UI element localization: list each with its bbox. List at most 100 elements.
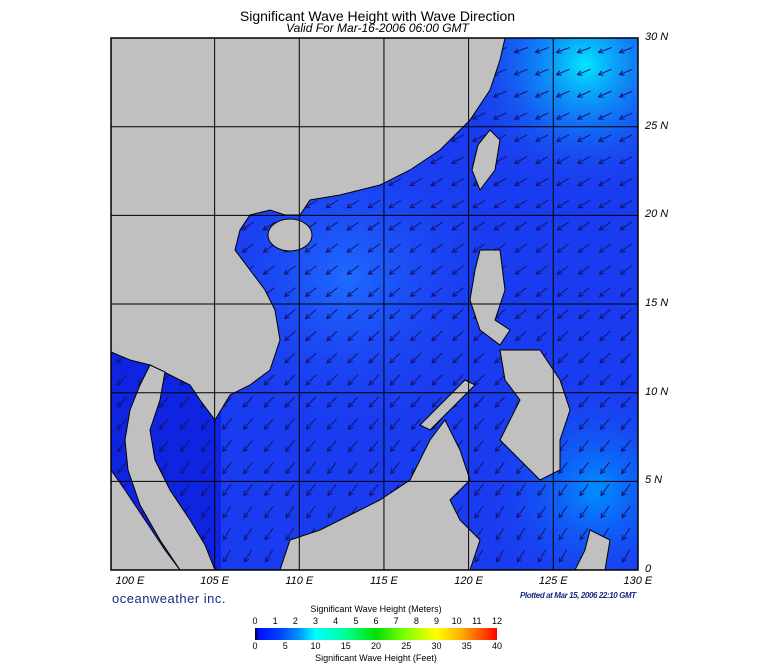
wave-arrow [409, 287, 422, 298]
wave-arrow [306, 462, 316, 475]
wave-arrow [263, 440, 274, 453]
wave-arrow [325, 243, 338, 253]
wave-arrow [327, 505, 337, 519]
wave-arrow [618, 156, 633, 164]
wave-arrow [577, 309, 590, 320]
wave-arrow [535, 243, 548, 253]
wave-arrow [472, 199, 486, 209]
wave-arrow [513, 134, 528, 142]
wave-arrow [368, 352, 380, 364]
wave-arrow [599, 330, 611, 342]
wave-arrow [618, 134, 633, 142]
wave-arrow [201, 505, 211, 519]
wave-arrow [367, 287, 380, 298]
meters-tick: 5 [353, 616, 359, 626]
wave-arrow [409, 199, 423, 209]
wave-arrow [325, 309, 338, 320]
wave-arrow [534, 156, 549, 164]
luzon [469, 249, 511, 346]
wave-arrow [409, 221, 423, 231]
wave-arrow [368, 330, 380, 342]
wave-arrow [535, 177, 549, 187]
wave-arrow [116, 396, 128, 408]
wave-arrow [325, 265, 338, 275]
borneo [279, 419, 481, 570]
wave-arrow [325, 199, 339, 209]
wave-arrow [430, 243, 443, 253]
wave-arrow [600, 505, 610, 519]
mindanao-visayas [499, 349, 571, 481]
wave-arrow [495, 462, 505, 475]
wave-arrow [410, 396, 422, 408]
wave-arrow [284, 352, 296, 364]
wave-arrow [117, 462, 127, 475]
wave-arrow [556, 265, 569, 275]
wave-arrow [474, 484, 484, 497]
wave-arrow [600, 462, 610, 475]
wave-arrow [451, 221, 465, 231]
wave-arrow [599, 440, 610, 453]
wave-arrow [618, 68, 633, 76]
wave-arrow [578, 418, 589, 431]
wave-arrow [451, 243, 464, 253]
lon-label: 105 E [200, 575, 230, 587]
lon-label: 130 E [623, 575, 653, 587]
wave-arrow [620, 396, 632, 408]
wave-arrow [535, 221, 549, 231]
meters-tick: 11 [472, 616, 482, 626]
wave-arrow [493, 221, 507, 231]
wave-arrow [556, 243, 569, 253]
wave-arrow [326, 352, 338, 364]
wave-arrow [493, 177, 507, 187]
wave-arrow [367, 265, 380, 275]
wave-arrow [534, 134, 549, 142]
wave-arrow [537, 549, 547, 563]
wave-arrow [619, 243, 632, 253]
wave-arrow [471, 112, 486, 120]
wave-arrow [495, 527, 505, 541]
wave-arrow [388, 243, 401, 253]
wave-arrow [388, 199, 402, 209]
wave-arrow [537, 505, 547, 519]
asia-mainland [111, 38, 506, 421]
wave-arrow [600, 484, 610, 497]
wave-arrow [283, 265, 296, 275]
wave-arrow [390, 462, 400, 475]
wave-arrow [116, 374, 128, 386]
sumatra [111, 469, 181, 570]
land [111, 38, 611, 570]
feet-tick: 35 [461, 641, 472, 651]
wave-arrow [514, 243, 527, 253]
wave-arrow [577, 221, 591, 231]
wave-arrow [368, 396, 380, 408]
wave-arrow [558, 505, 568, 519]
wave-arrow [451, 199, 465, 209]
wave-arrow [388, 309, 401, 320]
wave-arrow [285, 527, 295, 541]
wave-arrow [579, 527, 589, 541]
meters-tick: 0 [252, 616, 258, 626]
wave-arrow [516, 549, 526, 563]
wave-arrow [620, 440, 631, 453]
wave-arrow [368, 418, 379, 431]
wave-arrow [263, 374, 275, 386]
lat-label: 30 N [645, 31, 669, 44]
wave-arrow [492, 90, 507, 98]
graticule [111, 38, 638, 570]
wave-arrow [452, 374, 464, 386]
wave-arrow [473, 396, 485, 408]
wave-arrow [620, 418, 631, 431]
wave-arrow [473, 440, 484, 453]
wave-arrow [473, 352, 485, 364]
wave-arrow [513, 90, 528, 98]
wave-arrow [389, 352, 401, 364]
wave-arrow [619, 309, 632, 320]
wave-arrow [431, 352, 443, 364]
lat-label: 25 N [645, 119, 669, 132]
wave-arrow [410, 440, 421, 453]
wave-arrow [305, 374, 317, 386]
wave-arrow [346, 265, 359, 275]
wave-arrow [242, 396, 254, 408]
wave-arrow [264, 505, 274, 519]
